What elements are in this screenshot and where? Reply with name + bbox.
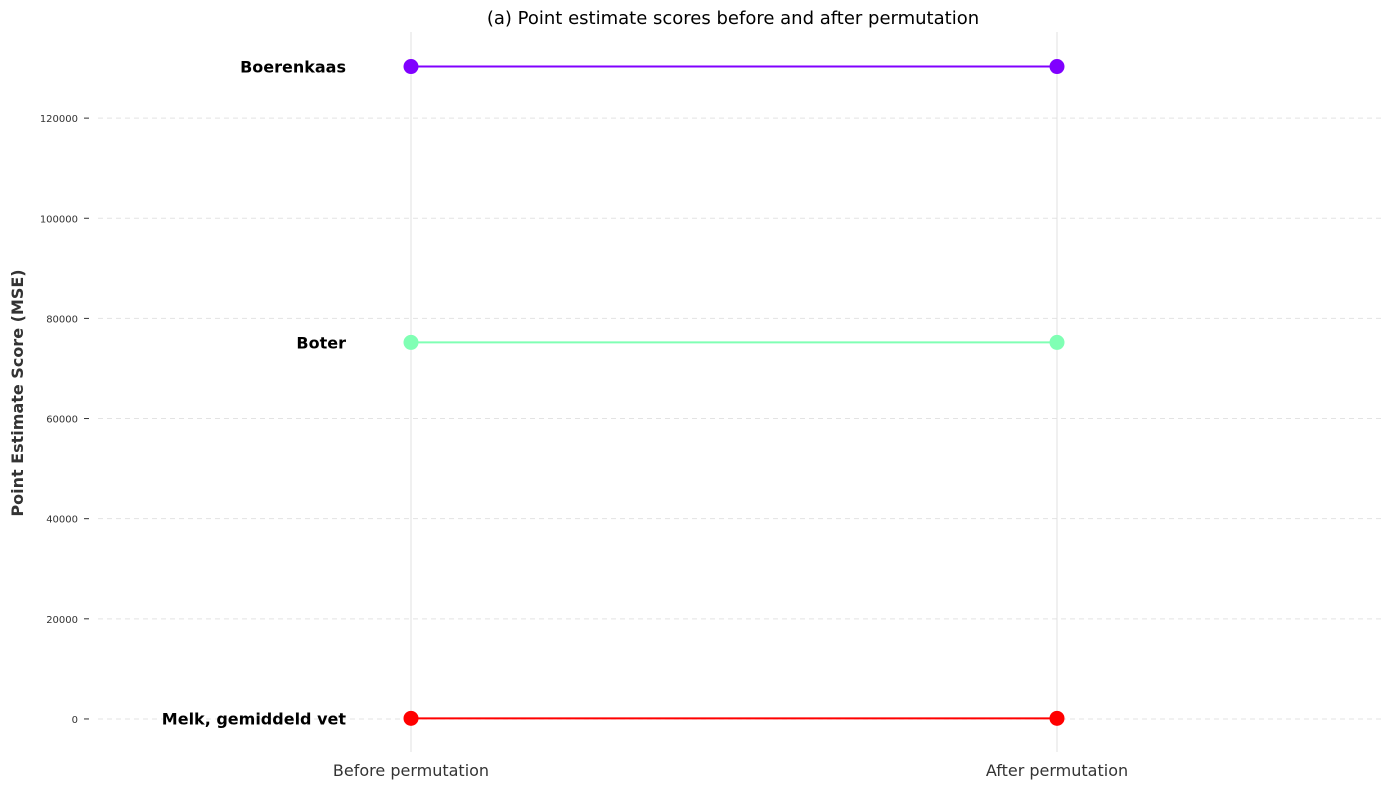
y-tick-label: 0 (72, 715, 78, 726)
y-axis-ticks: 0 20000 40000 60000 80000 100000 120000 (40, 114, 89, 726)
y-axis-label: Point Estimate Score (MSE) (8, 269, 27, 516)
x-axis-ticks: Before permutation After permutation (333, 761, 1128, 780)
data-point (403, 334, 419, 350)
data-point (1049, 59, 1065, 75)
y-tick-label: 80000 (46, 314, 78, 325)
gridlines (98, 117, 1382, 720)
series-label: Boerenkaas (240, 58, 346, 77)
series-group: Boerenkaas (240, 58, 1065, 77)
chart-title: (a) Point estimate scores before and aft… (487, 8, 979, 29)
series-group: Melk, gemiddeld vet (162, 709, 1065, 728)
category-lines (410, 32, 1058, 752)
x-tick-label: After permutation (986, 761, 1128, 780)
data-point (1049, 710, 1065, 726)
series-group: Boter (296, 333, 1065, 352)
y-tick-label: 100000 (40, 214, 78, 225)
data-point (403, 710, 419, 726)
x-tick-label: Before permutation (333, 761, 489, 780)
series-label: Melk, gemiddeld vet (162, 709, 347, 728)
data-point (403, 59, 419, 75)
data-point (1049, 334, 1065, 350)
y-tick-label: 20000 (46, 615, 78, 626)
series-layer: Boerenkaas Boter Melk, gemiddeld vet (162, 58, 1065, 728)
series-label: Boter (296, 333, 346, 352)
y-tick-label: 40000 (46, 515, 78, 526)
y-tick-label: 120000 (40, 114, 78, 125)
y-tick-label: 60000 (46, 415, 78, 426)
